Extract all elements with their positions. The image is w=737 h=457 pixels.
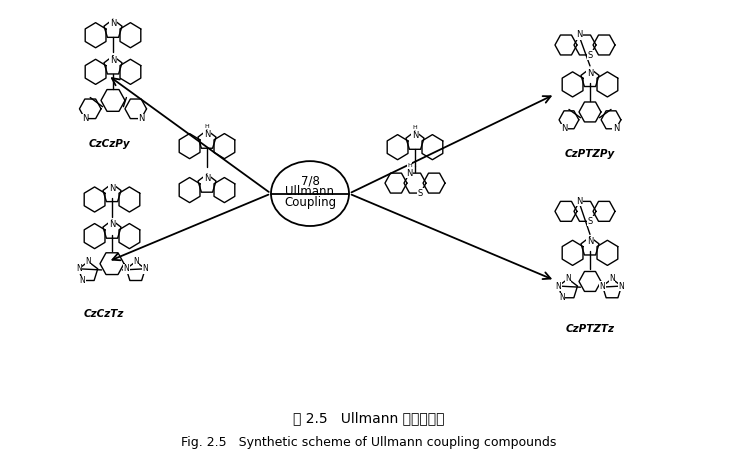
Text: S: S [588, 217, 593, 226]
Text: N: N [142, 264, 148, 273]
Text: Coupling: Coupling [284, 197, 336, 209]
Text: Fig. 2.5   Synthetic scheme of Ullmann coupling compounds: Fig. 2.5 Synthetic scheme of Ullmann cou… [181, 436, 556, 449]
Text: 图 2.5   Ullmann 产物的合成: 图 2.5 Ullmann 产物的合成 [293, 411, 444, 425]
Text: CzPTZPy: CzPTZPy [565, 149, 615, 159]
Text: S: S [588, 51, 593, 59]
Text: H: H [205, 123, 209, 128]
Text: N: N [556, 282, 562, 291]
Text: N: N [576, 31, 583, 39]
Text: Ullmann: Ullmann [285, 185, 335, 198]
Text: N: N [138, 114, 144, 123]
Text: N: N [612, 124, 619, 133]
Text: N: N [110, 19, 116, 28]
Text: N: N [559, 293, 565, 302]
Text: H: H [413, 125, 417, 130]
Text: 7/8: 7/8 [301, 175, 319, 187]
Text: N: N [600, 282, 605, 291]
Text: N: N [561, 124, 567, 133]
Text: N: N [109, 184, 115, 192]
Text: N: N [587, 69, 593, 78]
Text: N: N [82, 114, 88, 123]
Text: N: N [110, 56, 116, 65]
Text: N: N [412, 131, 418, 140]
Text: H: H [407, 163, 412, 168]
Text: N: N [76, 264, 82, 273]
Text: S: S [418, 189, 423, 197]
Text: N: N [609, 274, 615, 283]
Text: N: N [587, 237, 593, 246]
Text: N: N [123, 264, 129, 273]
Text: N: N [85, 257, 91, 266]
Text: N: N [565, 274, 571, 283]
Text: N: N [133, 257, 139, 266]
Text: N: N [204, 174, 210, 183]
Text: N: N [109, 220, 115, 229]
Text: CzCzTz: CzCzTz [84, 309, 125, 319]
Text: N: N [618, 282, 624, 291]
Text: CzCzPy: CzCzPy [88, 139, 130, 149]
Text: N: N [406, 169, 413, 178]
Text: CzPTZTz: CzPTZTz [565, 324, 615, 334]
Text: N: N [204, 130, 210, 139]
Text: N: N [80, 276, 85, 285]
Text: N: N [576, 197, 583, 206]
